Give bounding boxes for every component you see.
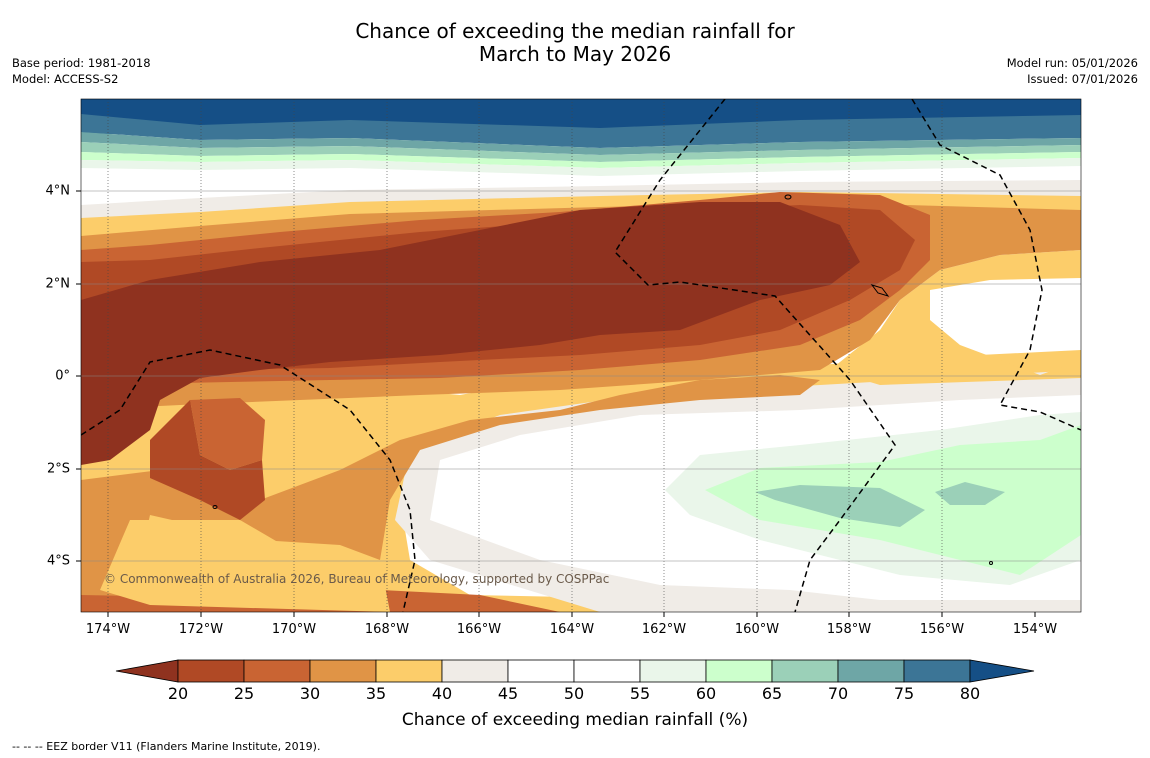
colorbar-50-55: [573, 659, 641, 683]
colorbar-tick-35: 35: [365, 684, 387, 703]
base-period: Base period: 1981-2018: [12, 56, 151, 70]
colorbar-35-40: [375, 659, 443, 683]
rainfall-field: [81, 99, 1081, 612]
colorbar-title: Chance of exceeding median rainfall (%): [401, 710, 749, 730]
colorbar-tick-70: 70: [827, 684, 849, 703]
colorbar-25-30: [243, 659, 311, 683]
zone-20-25-west: [150, 400, 265, 520]
colorbar-40-45: [441, 659, 509, 683]
zone-55-60-north: [81, 158, 1081, 176]
islands: [212, 194, 993, 565]
colorbar-60-65: [705, 659, 773, 683]
colorbar-below-20: [115, 659, 179, 683]
colorbar-above-80: [969, 659, 1035, 683]
zone-40-45-north: [81, 180, 1081, 222]
lon-label-174w: 174°W: [85, 622, 131, 637]
colorbar-tick-50: 50: [563, 684, 585, 703]
lon-label-158w: 158°W: [826, 622, 872, 637]
lat-label-2n: 2°N: [45, 276, 71, 292]
colorbar-tick-80: 80: [959, 684, 981, 703]
eez-legend-note: -- -- -- EEZ border V11 (Flanders Marine…: [12, 740, 321, 753]
meta-right: Model run: 05/01/2026 Issued: 07/01/2026: [1007, 55, 1138, 87]
lon-label-162w: 162°W: [641, 622, 687, 637]
colorbar-tick-30: 30: [299, 684, 321, 703]
colorbar-20-25: [177, 659, 245, 683]
colorbar-75-80: [903, 659, 971, 683]
lon-label-164w: 164°W: [549, 622, 595, 637]
title-line-2: March to May 2026: [478, 42, 672, 66]
lon-label-172w: 172°W: [178, 622, 224, 637]
lon-label-156w: 156°W: [919, 622, 965, 637]
zone-65-70-a: [755, 485, 925, 527]
zone-65-70-north: [81, 142, 1081, 162]
colorbar-tick-45: 45: [497, 684, 519, 703]
colorbar-55-60: [639, 659, 707, 683]
colorbar-tick-60: 60: [695, 684, 717, 703]
colorbar-tick-40: 40: [431, 684, 453, 703]
map-frame: [80, 98, 1082, 613]
zone-60-65-north: [81, 152, 1081, 168]
colorbar: [115, 659, 1035, 683]
colorbar-45-50: [507, 659, 575, 683]
colorbar-tick-55: 55: [629, 684, 651, 703]
latitude-gridlines: [81, 190, 1081, 562]
zone-25-30-west: [190, 398, 265, 470]
lon-tick-marks: [107, 612, 1036, 617]
colorbar-65-70: [771, 659, 839, 683]
eez-borders: [81, 99, 1081, 612]
model-name: Model: ACCESS-S2: [12, 72, 119, 86]
colorbar-tick-75: 75: [893, 684, 915, 703]
zone-75-80-north: [81, 114, 1081, 148]
zone-below-20-core: [81, 202, 860, 465]
colorbar-tick-20: 20: [167, 684, 189, 703]
colorbar-tick-25: 25: [233, 684, 255, 703]
lat-label-4n: 4°N: [45, 183, 71, 199]
lat-tick-marks: [76, 190, 81, 562]
zone-35-40-east: [830, 250, 1081, 385]
meta-left: Base period: 1981-2018 Model: ACCESS-S2: [12, 55, 151, 87]
map-title: Chance of exceeding the median rainfall …: [0, 20, 1150, 66]
zone-35-40-southwest: [100, 520, 390, 612]
colorbar-30-35: [309, 659, 377, 683]
zone-70-75-north: [81, 132, 1081, 155]
model-run: Model run: 05/01/2026: [1006, 56, 1138, 70]
copyright-notice: © Commonwealth of Australia 2026, Bureau…: [104, 572, 610, 586]
lon-label-154w: 154°W: [1012, 622, 1058, 637]
lat-label-0: 0°: [55, 368, 70, 384]
colorbar-70-75: [837, 659, 905, 683]
lon-label-160w: 160°W: [734, 622, 780, 637]
lon-label-166w: 166°W: [456, 622, 502, 637]
lat-label-2s: 2°S: [46, 461, 70, 477]
colorbar-tick-65: 65: [761, 684, 783, 703]
zone-65-70-b: [935, 482, 1005, 505]
lat-label-4s: 4°S: [46, 553, 70, 569]
lon-label-170w: 170°W: [271, 622, 317, 637]
title-line-1: Chance of exceeding the median rainfall …: [355, 19, 795, 43]
lon-label-168w: 168°W: [364, 622, 410, 637]
issued-date: Issued: 07/01/2026: [1027, 72, 1138, 86]
